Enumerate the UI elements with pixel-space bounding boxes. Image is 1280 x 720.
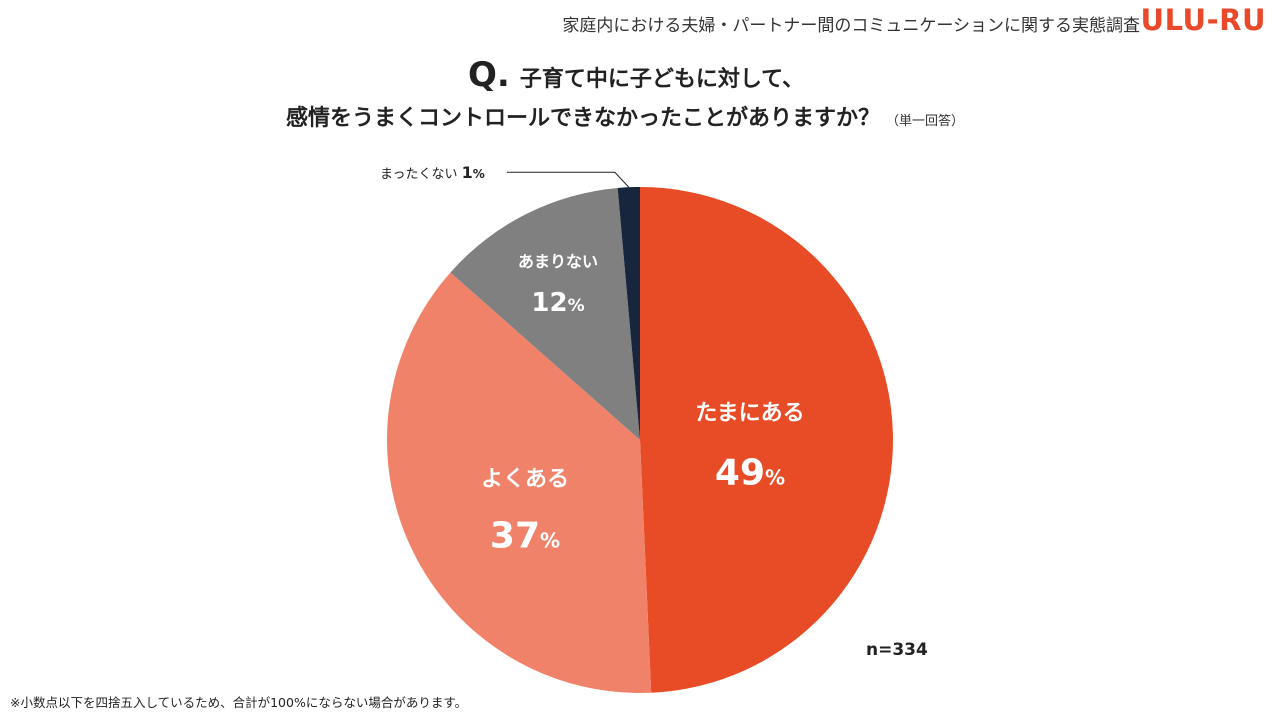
slice-label-mattaku-nai: まったくない 1% xyxy=(380,163,485,182)
slice-label-amari-nai: あまりない xyxy=(518,252,598,271)
question-line-2: 感情をうまくコントロールできなかったことがありますか？ （単一回答） xyxy=(286,100,964,132)
question-mark: Q. xyxy=(468,55,510,95)
slice-value-yoku-aru: 37% xyxy=(490,516,560,557)
slice-tamani-aru xyxy=(640,187,894,693)
slice-label-yoku-aru: よくある xyxy=(481,467,569,492)
question-line-1: Q. 子育て中に子どもに対して、 xyxy=(468,55,804,95)
slice-value-amari-nai: 12% xyxy=(531,288,584,318)
pie-slices xyxy=(387,187,894,694)
survey-title: 家庭内における夫婦・パートナー間のコミュニケーションに関する実態調査 xyxy=(562,16,1140,36)
question-text-2: 感情をうまくコントロールできなかったことがありますか？ xyxy=(286,106,881,131)
slice-amari-nai xyxy=(450,187,640,440)
question-text-1: 子育て中に子どもに対して、 xyxy=(519,67,805,92)
slice-mattaku-nai xyxy=(617,187,640,440)
pie-labels: たまにある 49% よくある 37% あまりない 12% まったくない 1% xyxy=(380,163,805,556)
brand-logo: ULU-RU xyxy=(1140,3,1266,37)
slice-yoku-aru xyxy=(387,272,652,694)
question-note: （単一回答） xyxy=(886,114,965,129)
sample-size: n=334 xyxy=(866,640,928,660)
footnote: ※小数点以下を四捨五入しているため、合計が100%にならない場合があります。 xyxy=(10,695,468,710)
slice-value-tamani-aru: 49% xyxy=(715,453,785,494)
slice-label-tamani-aru: たまにある xyxy=(695,401,804,426)
leader-line-mattaku-nai xyxy=(507,171,630,188)
